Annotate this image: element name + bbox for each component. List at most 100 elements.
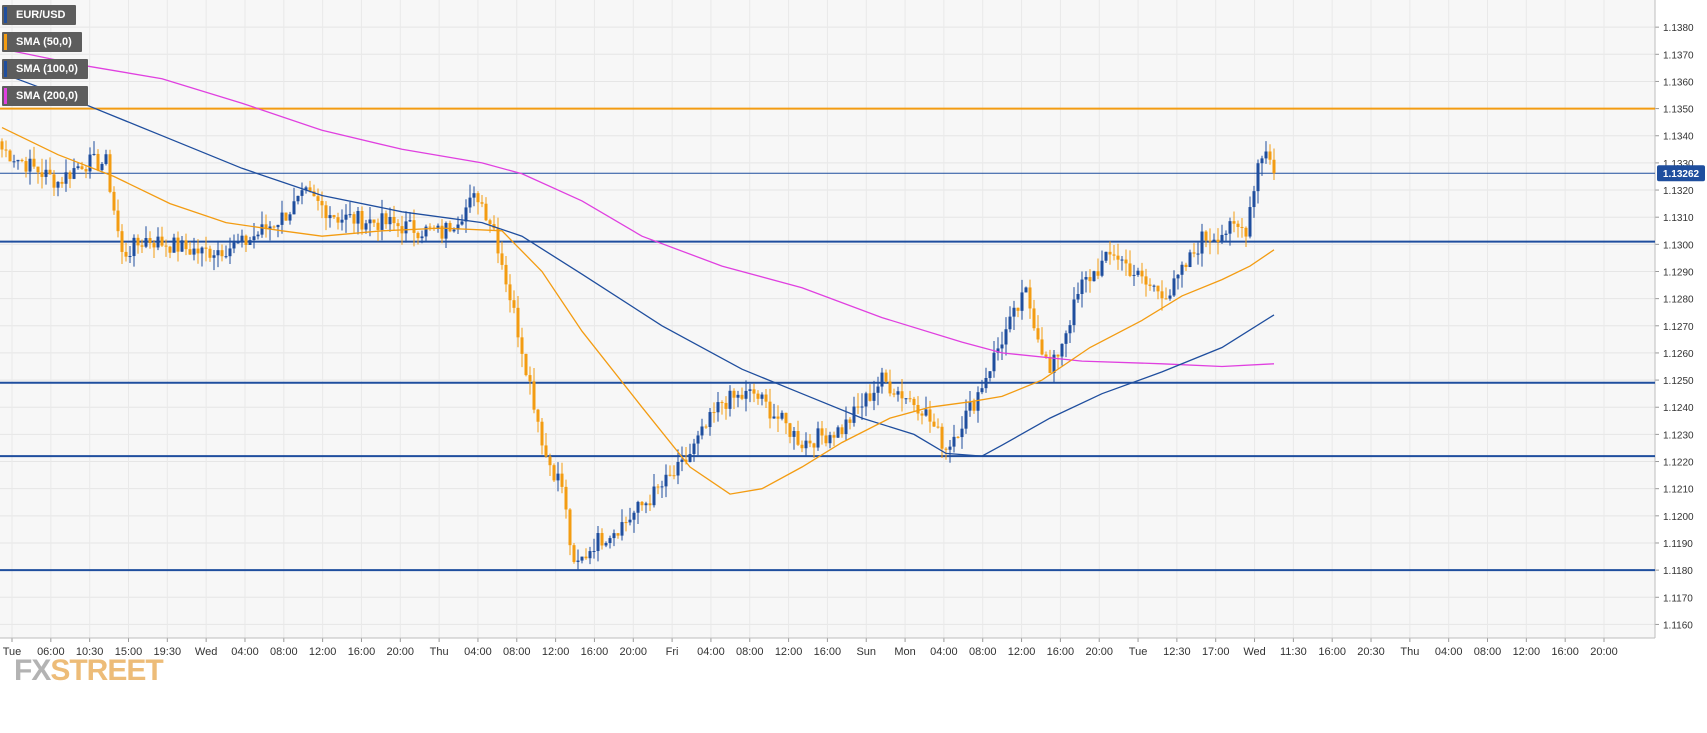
candle-body <box>144 238 148 247</box>
sma-100-line <box>1 72 1275 457</box>
candle-body <box>320 200 324 206</box>
legend-item-sma-100[interactable]: SMA (100,0) <box>2 59 88 79</box>
candle-body <box>448 222 452 232</box>
legend-swatch-sma-50 <box>4 34 7 50</box>
candle-body <box>460 221 464 225</box>
candle-body <box>1208 240 1212 242</box>
candle-body <box>200 247 204 254</box>
candle-body <box>456 224 460 230</box>
candle-body <box>640 501 644 506</box>
candle-body <box>732 390 736 398</box>
candle-body <box>944 448 948 450</box>
candle-body <box>36 166 40 173</box>
candle-body <box>804 440 808 449</box>
candle-body <box>716 402 720 413</box>
x-tick-label: 20:00 <box>387 646 415 658</box>
candle-body <box>740 394 744 399</box>
candle-body <box>540 421 544 446</box>
candle-body <box>724 402 728 409</box>
candle-body <box>232 242 236 249</box>
candle-body <box>1028 287 1032 309</box>
candle-body <box>412 220 416 233</box>
candle-body <box>56 181 60 188</box>
candle-body <box>748 389 752 391</box>
candle-body <box>1236 223 1240 227</box>
candle-body <box>564 486 568 510</box>
candle-body <box>1156 285 1160 292</box>
candle-body <box>544 445 548 457</box>
candle-body <box>272 226 276 228</box>
candle-body <box>1240 226 1244 228</box>
candle-body <box>360 210 364 230</box>
candle-body <box>752 389 756 394</box>
candle-body <box>428 226 432 228</box>
candle-body <box>884 372 888 382</box>
candle-body <box>576 560 580 562</box>
x-tick-label: 20:00 <box>620 646 648 658</box>
candle-body <box>312 191 316 197</box>
candle-body <box>568 509 572 546</box>
candle-body <box>1044 354 1048 357</box>
x-tick-label: 16:00 <box>1318 646 1346 658</box>
candle-body <box>276 224 280 228</box>
x-tick-label: Wed <box>1243 646 1265 658</box>
x-tick-label: 08:00 <box>503 646 531 658</box>
candle-body <box>908 398 912 400</box>
candle-body <box>1260 158 1264 164</box>
y-tick-label: 1.1260 <box>1663 349 1694 360</box>
candle-body <box>252 236 256 241</box>
candle-body <box>848 419 852 423</box>
x-tick-label: 12:00 <box>542 646 570 658</box>
legend-item-sma-200[interactable]: SMA (200,0) <box>2 86 88 106</box>
candle-body <box>720 402 724 404</box>
candle-body <box>1148 284 1152 286</box>
candle-body <box>924 409 928 416</box>
candle-body <box>500 253 504 265</box>
legend-swatch-sma-100 <box>4 61 7 77</box>
candle-body <box>336 217 340 223</box>
x-tick-label: 16:00 <box>814 646 842 658</box>
candle-body <box>132 237 136 257</box>
legend-label-sma-200: SMA (200,0) <box>16 90 78 102</box>
candle-body <box>512 300 516 308</box>
candle-body <box>420 236 424 239</box>
candle-body <box>168 246 172 253</box>
candle-body <box>72 168 76 179</box>
candle-body <box>1092 271 1096 282</box>
candle-body <box>416 232 420 239</box>
candle-body <box>328 215 332 219</box>
candle-body <box>1008 316 1012 330</box>
candle-body <box>1200 231 1204 254</box>
candle-body <box>184 240 188 250</box>
candle-body <box>88 154 92 172</box>
candle-body <box>116 210 120 232</box>
candle-body <box>1064 333 1068 344</box>
candle-body <box>592 551 596 553</box>
legend-item-eurusd[interactable]: EUR/USD <box>2 5 76 25</box>
y-tick-label: 1.1300 <box>1663 240 1694 251</box>
candle-body <box>160 236 164 246</box>
candle-body <box>528 375 532 382</box>
candle-body <box>520 337 524 354</box>
candle-body <box>980 388 984 393</box>
candle-body <box>840 427 844 435</box>
legend-item-sma-50[interactable]: SMA (50,0) <box>2 32 82 52</box>
candle-body <box>188 249 192 255</box>
candle-body <box>1112 254 1116 256</box>
candle-body <box>696 435 700 444</box>
candle-body <box>572 545 576 562</box>
candle-body <box>1256 163 1260 192</box>
candle-body <box>1140 270 1144 277</box>
candle-body <box>968 401 972 411</box>
candle-body <box>476 193 480 203</box>
candle-body <box>1136 270 1140 275</box>
candle-body <box>1080 279 1084 294</box>
candle-body <box>228 248 232 257</box>
candle-body <box>1000 344 1004 349</box>
candle-body <box>900 391 904 399</box>
candle-body <box>708 412 712 428</box>
y-tick-label: 1.1240 <box>1663 403 1694 414</box>
candle-body <box>104 154 108 164</box>
candle-body <box>0 141 4 150</box>
